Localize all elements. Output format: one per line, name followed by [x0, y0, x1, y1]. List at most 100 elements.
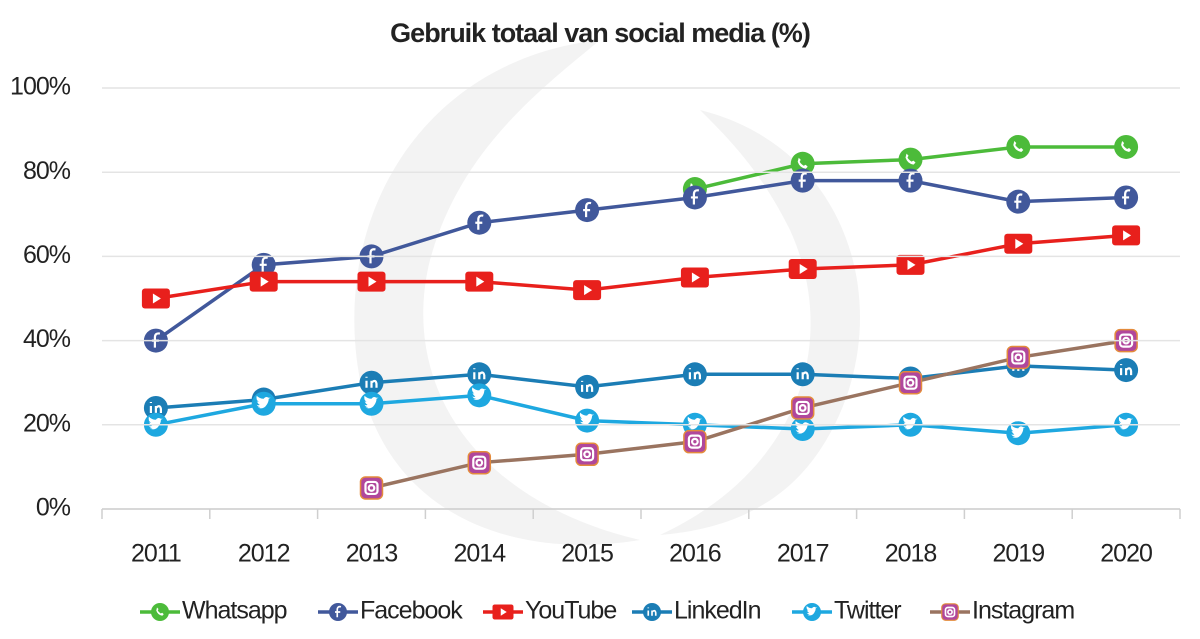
x-tick-label: 2011 — [131, 540, 181, 568]
legend-item: YouTube — [483, 597, 617, 625]
icon — [687, 434, 703, 449]
icon — [1123, 230, 1132, 241]
marker — [790, 362, 815, 387]
marker — [492, 604, 514, 620]
lines — [154, 145, 1127, 490]
marker — [151, 603, 169, 621]
icon — [475, 214, 484, 230]
legend-item: Facebook — [318, 597, 464, 625]
marker — [251, 391, 276, 416]
x-tick-label: 2020 — [1100, 540, 1152, 568]
marker — [467, 210, 492, 235]
icon — [476, 276, 485, 287]
legend-label: Twitter — [834, 597, 901, 625]
icon — [365, 376, 378, 388]
x-tick-label: 2015 — [561, 540, 613, 568]
icon — [1014, 193, 1023, 209]
icon — [687, 416, 702, 430]
icon — [149, 401, 162, 413]
icon — [907, 259, 916, 270]
marker-shape — [941, 603, 959, 621]
marker — [898, 370, 923, 395]
y-tick-label: 100% — [10, 73, 71, 101]
marker — [141, 288, 170, 309]
icon — [903, 416, 918, 430]
icon — [947, 609, 953, 615]
marker-shape — [151, 603, 169, 621]
icon — [583, 201, 592, 218]
series-line — [155, 364, 1127, 410]
legend-label: LinkedIn — [674, 597, 761, 625]
marker — [467, 450, 492, 475]
icon — [1122, 189, 1131, 205]
icon — [583, 450, 591, 459]
icon — [335, 605, 342, 618]
icon — [906, 378, 915, 387]
icon — [1011, 425, 1026, 438]
x-tick-label: 2017 — [777, 540, 829, 568]
icon — [148, 416, 163, 430]
marker-shape — [790, 396, 815, 420]
icon — [647, 607, 657, 616]
icon — [256, 395, 271, 409]
marker-shape — [1006, 134, 1031, 159]
marker — [1112, 225, 1141, 246]
legend-label: Whatsapp — [182, 597, 287, 625]
icon — [364, 480, 379, 496]
series-line — [155, 393, 1127, 435]
icon — [1121, 140, 1132, 152]
marker-shape — [683, 429, 707, 454]
marker — [573, 280, 602, 301]
icon — [691, 272, 700, 283]
markers — [141, 134, 1141, 500]
icon — [796, 368, 809, 380]
legend-item: Twitter — [792, 597, 902, 625]
marker — [359, 391, 384, 416]
marker-shape — [898, 370, 923, 395]
marker-shape — [898, 147, 923, 172]
icon — [795, 400, 810, 416]
marker — [1006, 345, 1031, 370]
icon — [260, 276, 269, 287]
legend-item: Instagram — [930, 597, 1075, 625]
marker — [357, 271, 386, 292]
icon — [367, 484, 376, 492]
icon — [806, 606, 818, 616]
icon — [1014, 353, 1023, 362]
y-tick-label: 0% — [36, 494, 71, 522]
icon — [500, 608, 507, 616]
series-line — [154, 178, 1127, 343]
icon — [944, 606, 956, 618]
marker — [790, 396, 815, 420]
marker — [1006, 421, 1031, 446]
marker — [329, 603, 347, 621]
icon — [156, 607, 164, 616]
marker — [790, 168, 815, 193]
marker — [788, 259, 817, 280]
marker — [359, 370, 384, 395]
marker — [1114, 185, 1139, 210]
marker — [682, 362, 707, 387]
marker — [1114, 134, 1139, 159]
icon — [905, 153, 916, 165]
marker — [575, 442, 599, 467]
icon — [259, 256, 268, 272]
marker — [896, 254, 925, 275]
x-tick-label: 2014 — [453, 540, 506, 568]
marker — [1006, 134, 1031, 159]
y-tick-label: 20% — [23, 409, 71, 437]
marker — [682, 185, 707, 210]
plot-area — [141, 134, 1141, 500]
icon — [581, 380, 594, 392]
marker — [359, 476, 384, 500]
icon — [152, 293, 161, 304]
icon — [473, 368, 486, 380]
icon — [799, 264, 808, 275]
series-line — [155, 233, 1127, 301]
marker — [1004, 233, 1033, 254]
legend-label: YouTube — [525, 597, 616, 625]
marker — [683, 429, 707, 454]
marker-shape — [1114, 134, 1139, 159]
marker — [467, 383, 492, 408]
x-tick-label: 2016 — [669, 540, 721, 568]
